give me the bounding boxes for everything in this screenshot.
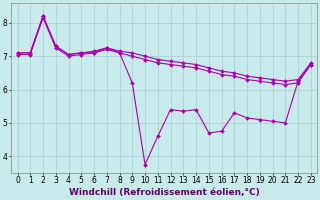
X-axis label: Windchill (Refroidissement éolien,°C): Windchill (Refroidissement éolien,°C) bbox=[69, 188, 260, 197]
